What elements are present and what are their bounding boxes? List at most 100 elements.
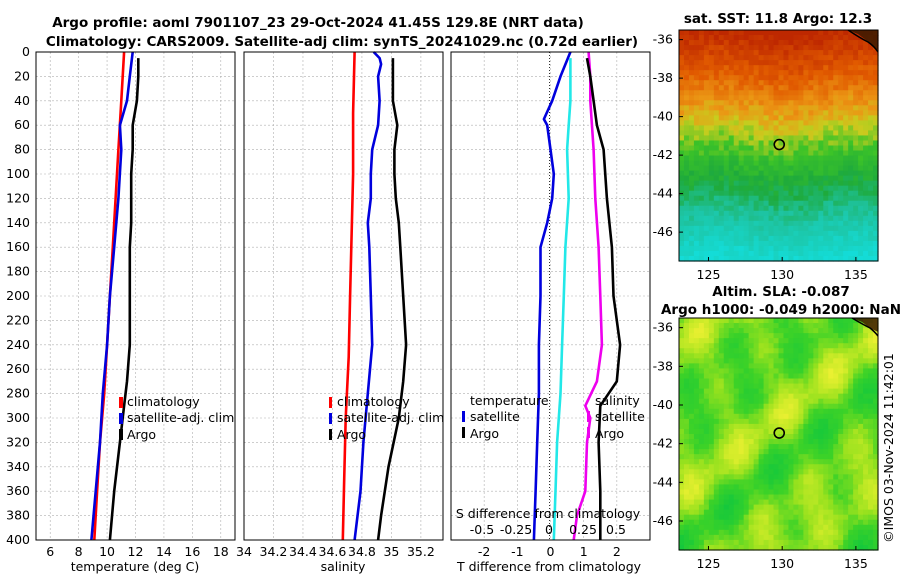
map-cell bbox=[808, 524, 814, 531]
map-cell bbox=[768, 368, 775, 375]
map-cell bbox=[703, 363, 710, 370]
map-cell bbox=[768, 75, 775, 81]
map-cell bbox=[753, 378, 760, 385]
map-cell bbox=[823, 190, 829, 197]
map-cell bbox=[733, 190, 740, 197]
map-cell bbox=[713, 30, 720, 36]
map-cell bbox=[828, 180, 834, 187]
map-cell bbox=[843, 469, 849, 475]
map-cell bbox=[778, 45, 785, 51]
map-cell bbox=[713, 489, 720, 496]
map-cell bbox=[718, 514, 725, 521]
map-cell bbox=[863, 373, 869, 380]
map-cell bbox=[833, 348, 839, 354]
map-cell bbox=[768, 65, 775, 71]
map-cell bbox=[858, 449, 864, 455]
map-cell bbox=[763, 125, 770, 132]
map-cell bbox=[808, 333, 814, 339]
map-cell bbox=[683, 539, 690, 546]
map-cell bbox=[868, 353, 874, 359]
map-cell bbox=[793, 115, 799, 121]
map-cell bbox=[703, 524, 710, 531]
map-cell bbox=[758, 423, 765, 430]
map-cell bbox=[713, 449, 720, 455]
map-cell bbox=[728, 250, 735, 257]
map-cell bbox=[788, 514, 795, 521]
map-cell bbox=[708, 75, 715, 81]
map-cell bbox=[873, 65, 879, 71]
map-cell bbox=[808, 70, 814, 76]
map-cell bbox=[793, 479, 799, 486]
map-cell bbox=[778, 255, 785, 262]
y-tick-label: 340 bbox=[6, 459, 30, 474]
map-cell bbox=[683, 338, 690, 344]
map-cell bbox=[723, 423, 730, 430]
map-cell bbox=[823, 348, 829, 354]
map-cell bbox=[868, 484, 874, 491]
map-cell bbox=[703, 120, 710, 127]
map-cell bbox=[788, 35, 795, 41]
map-cell bbox=[783, 250, 790, 257]
map-cell bbox=[768, 328, 775, 334]
map-cell bbox=[843, 125, 849, 132]
map-cell bbox=[818, 413, 824, 420]
map-cell bbox=[798, 190, 804, 197]
map-cell bbox=[718, 70, 725, 76]
map-cell bbox=[828, 70, 834, 76]
map-cell bbox=[683, 509, 690, 516]
map-cell bbox=[768, 40, 775, 46]
map-cell bbox=[703, 185, 710, 192]
map-cell bbox=[828, 240, 834, 247]
map-cell bbox=[873, 215, 879, 222]
map-cell bbox=[733, 418, 740, 425]
map-cell bbox=[738, 125, 745, 132]
map-cell bbox=[853, 170, 859, 177]
map-cell bbox=[858, 65, 864, 71]
map-cell bbox=[738, 220, 745, 227]
map-cell bbox=[728, 469, 735, 475]
map-cell bbox=[788, 484, 795, 491]
map-cell bbox=[823, 489, 829, 496]
map-cell bbox=[798, 454, 804, 460]
map-cell bbox=[703, 534, 710, 541]
map-cell bbox=[688, 484, 695, 491]
map-cell bbox=[743, 544, 750, 551]
map-cell bbox=[683, 534, 690, 541]
map-cell bbox=[853, 358, 859, 364]
map-cell bbox=[763, 423, 770, 430]
map-cell bbox=[703, 195, 710, 202]
map-cell bbox=[679, 449, 685, 455]
map-cell bbox=[763, 439, 770, 445]
map-cell bbox=[788, 60, 795, 66]
map-cell bbox=[838, 35, 844, 41]
map-cell bbox=[833, 30, 839, 36]
map-cell bbox=[698, 524, 705, 531]
map-cell bbox=[843, 388, 849, 395]
map-cell bbox=[808, 215, 814, 222]
map-cell bbox=[853, 195, 859, 202]
map-cell bbox=[833, 160, 839, 167]
map-cell bbox=[748, 479, 755, 486]
map-cell bbox=[698, 40, 705, 46]
map-cell bbox=[708, 85, 715, 91]
map-cell bbox=[778, 489, 785, 496]
map-cell bbox=[688, 30, 695, 36]
map-cell bbox=[748, 110, 755, 116]
map-cell bbox=[868, 358, 874, 364]
map-cell bbox=[868, 70, 874, 76]
map-cell bbox=[758, 135, 765, 142]
map-cell bbox=[848, 469, 854, 475]
map-cell bbox=[738, 135, 745, 142]
map-cell bbox=[788, 200, 795, 207]
map-cell bbox=[818, 165, 824, 172]
map-cell bbox=[683, 398, 690, 405]
map-cell bbox=[803, 469, 809, 475]
map-cell bbox=[828, 165, 834, 172]
map-cell bbox=[688, 65, 695, 71]
map-cell bbox=[873, 70, 879, 76]
map-cell bbox=[828, 393, 834, 400]
map-cell bbox=[723, 50, 730, 56]
map-cell bbox=[823, 85, 829, 91]
map-cell bbox=[863, 333, 869, 339]
map-cell bbox=[828, 529, 834, 536]
